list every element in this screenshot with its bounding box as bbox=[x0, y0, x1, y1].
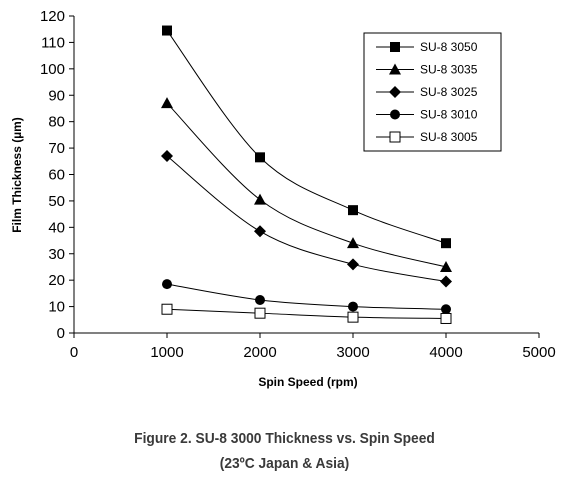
chart: 0 10 20 30 40 50 60 70 80 90 100 110 120 0 1000 2000 300… bbox=[10, 8, 556, 389]
data-point bbox=[161, 150, 173, 163]
legend-item: SU-8 3050 bbox=[376, 40, 478, 54]
y-tick-label: 10 bbox=[48, 299, 65, 316]
legend-item: SU-8 3005 bbox=[376, 130, 478, 144]
data-point bbox=[161, 303, 173, 315]
data-point bbox=[254, 225, 266, 238]
series-layer bbox=[161, 25, 452, 324]
series-su-8-3035 bbox=[161, 97, 452, 272]
legend-label: SU-8 3010 bbox=[420, 108, 478, 122]
y-tick-label: 120 bbox=[40, 8, 65, 25]
data-point bbox=[254, 307, 266, 319]
series-su-8-3025 bbox=[161, 150, 452, 288]
data-point bbox=[161, 97, 173, 109]
series-line bbox=[166, 308, 447, 319]
series-su-8-3050 bbox=[162, 25, 451, 249]
data-point bbox=[162, 25, 172, 36]
legend-marker bbox=[390, 42, 400, 52]
figure-caption-line-1: Figure 2. SU-8 3000 Thickness vs. Spin S… bbox=[134, 430, 435, 447]
x-tick-label: 4000 bbox=[429, 344, 462, 361]
data-point bbox=[441, 304, 451, 315]
y-tick-label: 100 bbox=[40, 61, 65, 78]
legend-marker bbox=[389, 131, 401, 143]
data-point bbox=[440, 312, 452, 324]
legend-label: SU-8 3050 bbox=[420, 40, 478, 54]
x-tick-label: 0 bbox=[70, 344, 78, 361]
data-point bbox=[255, 294, 265, 305]
series-su-8-3010 bbox=[162, 279, 451, 315]
figure-caption-line-2: (23ºC Japan & Asia) bbox=[219, 455, 350, 472]
axes: 0 10 20 30 40 50 60 70 80 90 100 110 120 0 1000 2000 300… bbox=[40, 8, 556, 361]
data-point bbox=[440, 260, 452, 272]
data-point bbox=[441, 238, 451, 249]
data-point bbox=[440, 275, 452, 288]
y-axis-title: Film Thickness (µm) bbox=[10, 117, 24, 233]
series-line bbox=[166, 155, 447, 282]
data-point bbox=[255, 152, 265, 163]
y-tick-label: 50 bbox=[48, 193, 65, 210]
x-tick-label: 2000 bbox=[243, 344, 276, 361]
legend: SU-8 3050 SU-8 3035 SU-8 3025 SU-8 3010 SU-8… bbox=[363, 32, 502, 152]
x-tick-label: 1000 bbox=[150, 344, 183, 361]
data-point bbox=[254, 193, 266, 205]
x-axis-title: Spin Speed (rpm) bbox=[258, 375, 357, 389]
x-tick-label: 3000 bbox=[336, 344, 369, 361]
series-line bbox=[166, 102, 447, 268]
y-tick-label: 90 bbox=[48, 87, 65, 104]
legend-item: SU-8 3010 bbox=[376, 108, 478, 122]
legend-marker bbox=[389, 86, 401, 98]
series-line bbox=[166, 283, 447, 310]
y-tick-label: 40 bbox=[48, 219, 65, 236]
legend-marker bbox=[390, 109, 400, 120]
y-tick-label: 110 bbox=[41, 34, 65, 51]
data-point bbox=[348, 301, 358, 312]
data-point bbox=[348, 205, 358, 216]
legend-item: SU-8 3035 bbox=[376, 63, 478, 77]
legend-label: SU-8 3005 bbox=[420, 130, 478, 144]
data-point bbox=[162, 279, 172, 290]
legend-label: SU-8 3035 bbox=[420, 63, 478, 77]
y-tick-label: 0 bbox=[57, 325, 65, 342]
series-line bbox=[166, 30, 447, 244]
y-tick-label: 30 bbox=[48, 246, 65, 263]
legend-label: SU-8 3025 bbox=[420, 85, 478, 99]
y-tick-label: 70 bbox=[48, 140, 65, 157]
data-point bbox=[347, 237, 359, 249]
legend-item: SU-8 3025 bbox=[376, 85, 478, 99]
data-point bbox=[347, 258, 359, 271]
series-su-8-3005 bbox=[161, 303, 452, 324]
y-tick-label: 60 bbox=[48, 167, 65, 184]
legend-marker bbox=[389, 63, 401, 75]
y-tick-label: 20 bbox=[48, 272, 65, 289]
x-tick-label: 5000 bbox=[522, 344, 555, 361]
y-tick-label: 80 bbox=[48, 114, 65, 131]
data-point bbox=[347, 311, 359, 323]
